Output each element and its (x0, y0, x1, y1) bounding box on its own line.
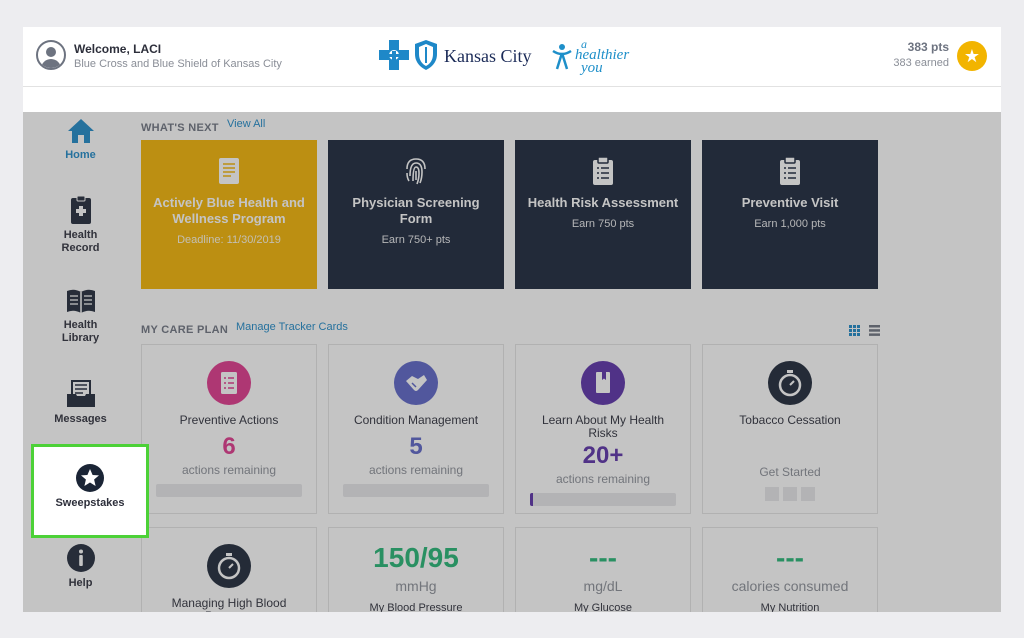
blue-cross-icon (379, 40, 409, 70)
logo-city: Kansas City (444, 46, 532, 66)
plan-name: Blue Cross and Blue Shield of Kansas Cit… (74, 58, 282, 70)
star-icon (76, 464, 104, 492)
sidebar-item-label: Health Library (61, 319, 100, 344)
inbox-icon (66, 380, 95, 407)
metric-unit: mmHg (395, 578, 437, 594)
blue-shield-icon (415, 40, 437, 70)
stopwatch-icon (207, 544, 251, 588)
manage-tracker-cards-link[interactable]: Manage Tracker Cards (236, 321, 348, 333)
metric-value: --- (589, 542, 617, 573)
care-card-preventive-actions[interactable]: Preventive Actions 6 actions remaining (141, 344, 317, 514)
points-star-icon[interactable]: ★ (957, 41, 987, 71)
care-card-condition-management[interactable]: Condition Management 5 actions remaining (328, 344, 504, 514)
next-card-subtitle: Earn 750+ pts (381, 234, 451, 246)
progress-bar (156, 484, 302, 497)
welcome-text: Welcome, LACI (74, 42, 162, 56)
clipboard-icon (593, 156, 613, 185)
logo-tagline: a healthier you (575, 37, 630, 76)
care-card-title: Condition Management (353, 413, 479, 427)
next-card-title: Health Risk Assessment (527, 195, 679, 210)
next-card-physician-screening[interactable]: Physician Screening Form Earn 750+ pts (328, 140, 504, 289)
sidebar-item-label: Home (65, 149, 96, 161)
care-card-title: Managing High Blood Pressure (171, 596, 287, 613)
document-icon (219, 158, 239, 184)
points-total: 383 pts (907, 40, 949, 54)
healthier-you-figure-icon (552, 44, 572, 70)
care-card-title: Preventive Actions (179, 413, 279, 427)
care-card-managing-blood-pressure[interactable]: Managing High Blood Pressure (141, 527, 317, 612)
next-card-title: Physician Screening Form (352, 195, 480, 226)
handshake-icon (394, 361, 438, 405)
next-card-title: Actively Blue Health and Wellness Progra… (153, 195, 305, 226)
next-card-subtitle: Earn 750 pts (571, 218, 635, 230)
checklist-icon (207, 361, 251, 405)
metric-label: My Blood Pressure (369, 602, 463, 612)
points-earned: 383 earned (893, 57, 949, 69)
health-record-icon (70, 195, 91, 224)
metric-card-nutrition[interactable]: --- calories consumed My Nutrition (702, 527, 878, 612)
step-indicators (703, 487, 877, 506)
sidebar-item-messages[interactable]: Messages (23, 379, 138, 426)
care-card-title: Tobacco Cessation (739, 413, 841, 427)
metric-unit: mg/dL (583, 578, 623, 594)
app-window: Welcome, LACI Blue Cross and Blue Shield… (23, 27, 1001, 612)
next-card-title: Preventive Visit (741, 195, 839, 210)
care-card-tobacco-cessation[interactable]: Tobacco Cessation Get Started (702, 344, 878, 514)
care-card-count: 6 (222, 433, 236, 460)
clipboard-icon (780, 156, 800, 185)
care-card-caption: actions remaining (368, 463, 464, 477)
care-card-count: 5 (409, 433, 423, 460)
fingerprint-icon (406, 158, 426, 185)
sidebar-item-label: Sweepstakes (55, 497, 125, 509)
whats-next-heading: WHAT'S NEXT (141, 122, 219, 134)
care-card-count: 20+ (582, 442, 624, 469)
progress-bar (343, 484, 489, 497)
sidebar-item-health-library[interactable]: Health Library (23, 287, 138, 345)
care-card-caption: actions remaining (181, 463, 277, 477)
sidebar: Home Health Record Health Library (23, 87, 149, 612)
metric-value: --- (776, 542, 804, 573)
header: Welcome, LACI Blue Cross and Blue Shield… (23, 27, 1001, 87)
care-card-learn-health-risks[interactable]: Learn About My Health Risks 20+ actions … (515, 344, 691, 514)
metric-label: My Nutrition (760, 602, 820, 612)
next-card-wellness-program[interactable]: Actively Blue Health and Wellness Progra… (141, 140, 317, 289)
metric-label: My Glucose (573, 602, 633, 612)
points-summary: 383 pts 383 earned (893, 40, 949, 69)
metric-unit: calories consumed (731, 578, 849, 594)
metric-card-blood-pressure[interactable]: 150/95 mmHg My Blood Pressure (328, 527, 504, 612)
sidebar-item-label: Health Record (61, 229, 100, 254)
sidebar-item-health-record[interactable]: Health Record (23, 195, 138, 255)
next-card-subtitle: Earn 1,000 pts (754, 218, 826, 230)
care-plan-heading: MY CARE PLAN (141, 324, 229, 336)
info-icon (66, 544, 95, 572)
book-icon (66, 289, 95, 313)
metric-card-glucose[interactable]: --- mg/dL My Glucose (515, 527, 691, 612)
stopwatch-icon (768, 361, 812, 405)
book-icon (581, 361, 625, 405)
sidebar-item-help[interactable]: Help (23, 543, 138, 590)
view-all-link[interactable]: View All (227, 118, 266, 130)
home-icon (67, 119, 94, 143)
next-card-subtitle: Deadline: 11/30/2019 (177, 234, 281, 246)
sidebar-item-sweepstakes[interactable]: Sweepstakes (31, 444, 149, 538)
sidebar-item-home[interactable]: Home (23, 117, 138, 162)
sidebar-item-label: Help (68, 577, 93, 589)
care-card-caption: actions remaining (555, 472, 651, 486)
next-card-health-risk-assessment[interactable]: Health Risk Assessment Earn 750 pts (515, 140, 691, 289)
progress-bar (530, 493, 676, 506)
list-view-icon[interactable] (869, 325, 880, 336)
sidebar-item-label: Messages (54, 413, 107, 425)
metric-value: 150/95 (373, 542, 459, 573)
avatar[interactable] (36, 40, 66, 70)
next-card-preventive-visit[interactable]: Preventive Visit Earn 1,000 pts (702, 140, 878, 289)
grid-view-icon[interactable] (849, 325, 860, 336)
care-card-title: Learn About My Health Risks (541, 413, 665, 440)
get-started-link[interactable]: Get Started (759, 465, 821, 479)
